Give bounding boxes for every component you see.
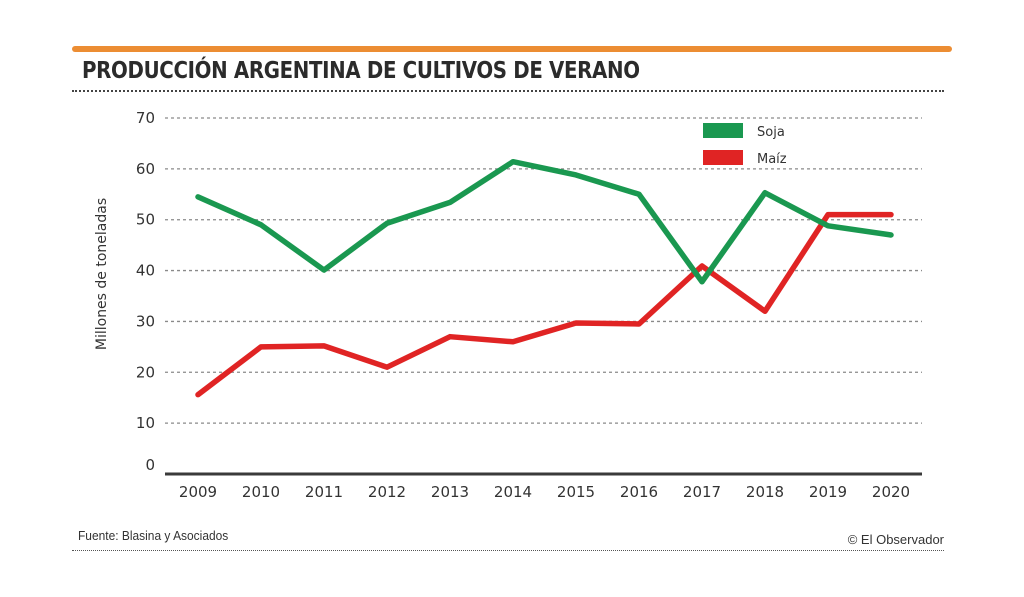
x-tick-label: 2019 <box>809 483 847 501</box>
series-line-soja <box>195 158 894 285</box>
x-tick-label: 2011 <box>305 483 343 501</box>
legend-label: Soja <box>757 125 785 140</box>
source-note: Fuente: Blasina y Asociados <box>78 528 229 543</box>
x-tick-label: 2010 <box>242 483 280 501</box>
legend-swatch <box>703 150 743 165</box>
x-tick-label: 2018 <box>746 483 784 501</box>
series-line-maiz <box>195 211 894 398</box>
legend-label: Maíz <box>757 152 787 167</box>
x-tick-label: 2012 <box>368 483 406 501</box>
y-tick-label: 70 <box>136 109 155 127</box>
footer-divider <box>72 550 944 551</box>
x-tick-label: 2015 <box>557 483 595 501</box>
y-tick-label: 20 <box>136 363 155 381</box>
y-tick-label: 10 <box>136 414 155 432</box>
legend-swatch <box>703 123 743 138</box>
x-tick-label: 2020 <box>872 483 910 501</box>
y-tick-label: 60 <box>136 160 155 178</box>
y-tick-label: 40 <box>136 262 155 280</box>
y-tick-label: 30 <box>136 312 155 330</box>
credit-note: © El Observador <box>847 532 944 547</box>
y-tick-label: 0 <box>145 456 155 474</box>
x-tick-label: 2017 <box>683 483 721 501</box>
chart-title: PRODUCCIÓN ARGENTINA DE CULTIVOS DE VERA… <box>82 58 640 84</box>
y-tick-label: 50 <box>136 211 155 229</box>
title-divider <box>72 90 944 92</box>
accent-bar <box>72 46 952 52</box>
series-lines <box>195 158 894 398</box>
x-tick-label: 2013 <box>431 483 469 501</box>
legend: Soja Maíz <box>703 123 787 167</box>
x-tick-label: 2009 <box>179 483 217 501</box>
y-tick-labels: 0 10 20 30 40 50 60 70 <box>136 109 155 474</box>
x-tick-label: 2016 <box>620 483 658 501</box>
x-tick-label: 2014 <box>494 483 532 501</box>
y-axis-label: Millones de toneladas <box>94 198 110 350</box>
gridlines <box>165 117 922 424</box>
x-tick-labels: 2009 2010 2011 2012 2013 2014 2015 2016 2017 2018… <box>179 483 910 501</box>
